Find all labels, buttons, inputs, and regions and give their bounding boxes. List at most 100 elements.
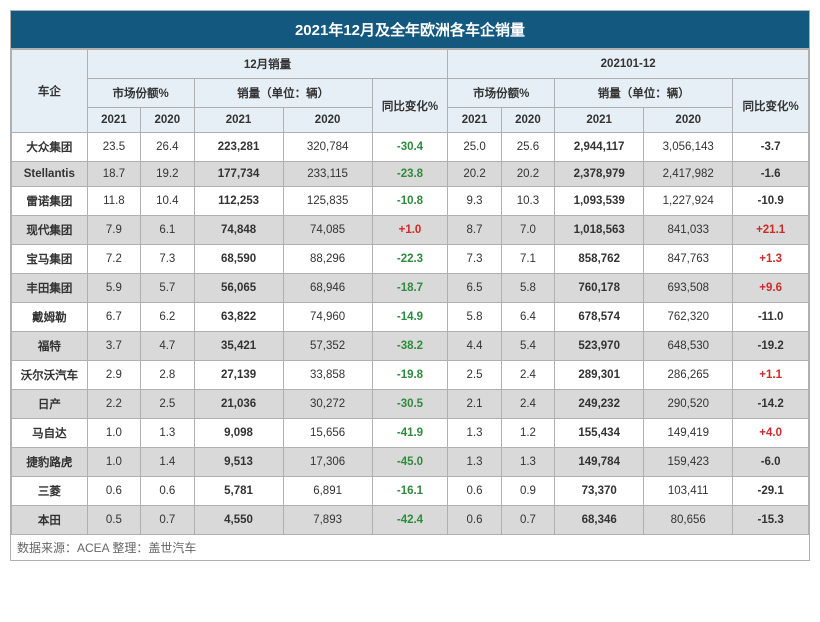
col-full: 202101-12 <box>448 50 809 79</box>
cell: 678,574 <box>555 303 644 332</box>
cell: 6.5 <box>448 274 501 303</box>
col-company: 车企 <box>12 50 88 133</box>
cell: +4.0 <box>733 419 809 448</box>
cell: 177,734 <box>194 162 283 187</box>
col-yr-vol: 销量（单位：辆） <box>555 79 733 108</box>
cell: 7.2 <box>87 245 140 274</box>
cell: 155,434 <box>555 419 644 448</box>
cell: 9,513 <box>194 448 283 477</box>
col-y20: 2020 <box>141 108 194 133</box>
cell: 10.3 <box>501 187 554 216</box>
col-yr-share: 市场份额% <box>448 79 555 108</box>
cell: 5.8 <box>448 303 501 332</box>
cell: 1.3 <box>448 448 501 477</box>
cell: -38.2 <box>372 332 448 361</box>
cell: 0.5 <box>87 506 140 535</box>
table-row: 马自达1.01.39,09815,656-41.91.31.2155,43414… <box>12 419 809 448</box>
cell: 1.0 <box>87 448 140 477</box>
col-y21: 2021 <box>555 108 644 133</box>
cell: 27,139 <box>194 361 283 390</box>
cell: 15,656 <box>283 419 372 448</box>
cell: -16.1 <box>372 477 448 506</box>
cell: 7.1 <box>501 245 554 274</box>
cell: 68,946 <box>283 274 372 303</box>
cell: 1.2 <box>501 419 554 448</box>
cell: 290,520 <box>644 390 733 419</box>
cell: 2,944,117 <box>555 133 644 162</box>
cell: 125,835 <box>283 187 372 216</box>
cell: 6.1 <box>141 216 194 245</box>
cell: 30,272 <box>283 390 372 419</box>
col-y20: 2020 <box>283 108 372 133</box>
cell: 5.8 <box>501 274 554 303</box>
cell: 2.9 <box>87 361 140 390</box>
cell: 宝马集团 <box>12 245 88 274</box>
cell: 25.0 <box>448 133 501 162</box>
cell: +9.6 <box>733 274 809 303</box>
cell: 33,858 <box>283 361 372 390</box>
cell: 马自达 <box>12 419 88 448</box>
cell: 0.7 <box>141 506 194 535</box>
table-row: 沃尔沃汽车2.92.827,13933,858-19.82.52.4289,30… <box>12 361 809 390</box>
cell: 6,891 <box>283 477 372 506</box>
cell: +1.3 <box>733 245 809 274</box>
cell: +21.1 <box>733 216 809 245</box>
cell: 雷诺集团 <box>12 187 88 216</box>
cell: 2,378,979 <box>555 162 644 187</box>
cell: 4,550 <box>194 506 283 535</box>
cell: 福特 <box>12 332 88 361</box>
cell: 20.2 <box>448 162 501 187</box>
table-head: 车企 12月销量 202101-12 市场份额% 销量（单位：辆） 同比变化% … <box>12 50 809 133</box>
cell: 26.4 <box>141 133 194 162</box>
cell: 5.4 <box>501 332 554 361</box>
cell: 847,763 <box>644 245 733 274</box>
cell: 沃尔沃汽车 <box>12 361 88 390</box>
cell: 80,656 <box>644 506 733 535</box>
cell: 9,098 <box>194 419 283 448</box>
cell: -30.5 <box>372 390 448 419</box>
col-y21: 2021 <box>194 108 283 133</box>
cell: -11.0 <box>733 303 809 332</box>
cell: +1.0 <box>372 216 448 245</box>
cell: -18.7 <box>372 274 448 303</box>
cell: 693,508 <box>644 274 733 303</box>
cell: 523,970 <box>555 332 644 361</box>
cell: 2.5 <box>141 390 194 419</box>
cell: 8.7 <box>448 216 501 245</box>
cell: 7.3 <box>141 245 194 274</box>
table-row: 丰田集团5.95.756,06568,946-18.76.55.8760,178… <box>12 274 809 303</box>
cell: 3,056,143 <box>644 133 733 162</box>
cell: 0.7 <box>501 506 554 535</box>
cell: 68,590 <box>194 245 283 274</box>
cell: 11.8 <box>87 187 140 216</box>
cell: 103,411 <box>644 477 733 506</box>
cell: -45.0 <box>372 448 448 477</box>
cell: 233,115 <box>283 162 372 187</box>
col-y21: 2021 <box>87 108 140 133</box>
cell: 25.6 <box>501 133 554 162</box>
cell: 7.3 <box>448 245 501 274</box>
cell: 2.4 <box>501 390 554 419</box>
cell: -6.0 <box>733 448 809 477</box>
cell: 5,781 <box>194 477 283 506</box>
cell: 6.4 <box>501 303 554 332</box>
cell: 2.8 <box>141 361 194 390</box>
col-yr-chg: 同比变化% <box>733 79 809 133</box>
cell: -19.2 <box>733 332 809 361</box>
cell: 1,227,924 <box>644 187 733 216</box>
table-body: 大众集团23.526.4223,281320,784-30.425.025.62… <box>12 133 809 535</box>
cell: 0.6 <box>141 477 194 506</box>
cell: -19.8 <box>372 361 448 390</box>
cell: 三菱 <box>12 477 88 506</box>
cell: 159,423 <box>644 448 733 477</box>
table-container: 2021年12月及全年欧洲各车企销量 车企 12月销量 202101-12 市场… <box>10 10 810 561</box>
cell: 0.6 <box>87 477 140 506</box>
cell: 1.3 <box>501 448 554 477</box>
table-row: 日产2.22.521,03630,272-30.52.12.4249,23229… <box>12 390 809 419</box>
cell: -3.7 <box>733 133 809 162</box>
cell: 2.5 <box>448 361 501 390</box>
cell: 4.7 <box>141 332 194 361</box>
col-y20: 2020 <box>644 108 733 133</box>
col-dec-share: 市场份额% <box>87 79 194 108</box>
cell: 17,306 <box>283 448 372 477</box>
